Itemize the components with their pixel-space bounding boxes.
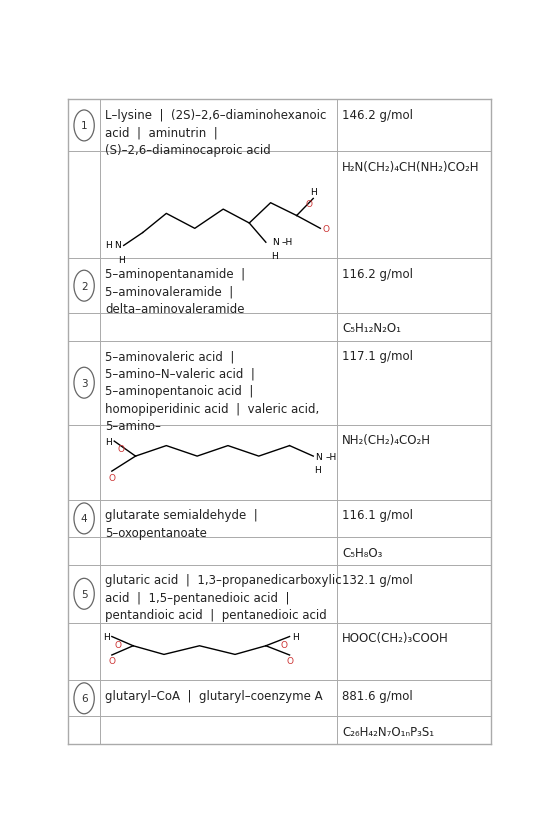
Text: 6: 6 — [81, 694, 87, 703]
Text: H: H — [103, 632, 109, 641]
Text: O: O — [280, 640, 287, 650]
Text: H: H — [105, 241, 112, 250]
Text: 5–aminovaleric acid  |
5–amino–N–valeric acid  |
5–aminopentanoic acid  |
homopi: 5–aminovaleric acid | 5–amino–N–valeric … — [105, 349, 319, 433]
Text: C₂₆H₄₂N₇O₁ₙP₃S₁: C₂₆H₄₂N₇O₁ₙP₃S₁ — [342, 725, 434, 737]
Text: 2: 2 — [81, 282, 87, 291]
Text: 5: 5 — [81, 589, 87, 599]
Text: O: O — [108, 473, 115, 482]
Text: 5–aminopentanamide  |
5–aminovaleramide  |
delta–aminovaleramide: 5–aminopentanamide | 5–aminovaleramide |… — [105, 268, 245, 315]
Text: 117.1 g/mol: 117.1 g/mol — [342, 349, 413, 363]
Text: O: O — [118, 445, 124, 454]
Text: HOOC(CH₂)₃COOH: HOOC(CH₂)₃COOH — [342, 631, 449, 645]
Text: N: N — [272, 237, 278, 247]
Text: –H: –H — [325, 452, 336, 461]
Text: 146.2 g/mol: 146.2 g/mol — [342, 109, 413, 122]
Text: H: H — [292, 632, 299, 641]
Text: N: N — [115, 241, 121, 250]
Text: H: H — [271, 252, 277, 261]
Text: 132.1 g/mol: 132.1 g/mol — [342, 573, 413, 587]
Text: O: O — [114, 640, 121, 650]
Text: 4: 4 — [81, 514, 87, 524]
Text: 3: 3 — [81, 378, 87, 388]
Text: 1: 1 — [81, 121, 87, 131]
Text: C₅H₈O₃: C₅H₈O₃ — [342, 546, 382, 559]
Text: 881.6 g/mol: 881.6 g/mol — [342, 689, 413, 702]
Text: N: N — [316, 452, 322, 461]
Text: O: O — [286, 656, 293, 665]
Text: NH₂(CH₂)₄CO₂H: NH₂(CH₂)₄CO₂H — [342, 433, 431, 446]
Text: L–lysine  |  (2S)–2,6–diaminohexanoic
acid  |  aminutrin  |
(S)–2,6–diaminocapro: L–lysine | (2S)–2,6–diaminohexanoic acid… — [105, 109, 327, 156]
Text: 116.1 g/mol: 116.1 g/mol — [342, 508, 413, 522]
Text: H: H — [310, 187, 317, 196]
Text: –H: –H — [281, 237, 293, 247]
Text: O: O — [305, 201, 312, 209]
Text: 116.2 g/mol: 116.2 g/mol — [342, 268, 413, 280]
Text: H: H — [118, 256, 124, 265]
Text: C₅H₁₂N₂O₁: C₅H₁₂N₂O₁ — [342, 322, 401, 335]
Text: O: O — [108, 656, 115, 665]
Text: H: H — [314, 466, 322, 475]
Text: glutaryl–CoA  |  glutaryl–coenzyme A: glutaryl–CoA | glutaryl–coenzyme A — [105, 689, 323, 702]
Text: glutarate semialdehyde  |
5–oxopentanoate: glutarate semialdehyde | 5–oxopentanoate — [105, 508, 258, 539]
Text: glutaric acid  |  1,3–propanedicarboxylic
acid  |  1,5–pentanedioic acid  |
pent: glutaric acid | 1,3–propanedicarboxylic … — [105, 573, 342, 621]
Text: H₂N(CH₂)₄CH(NH₂)CO₂H: H₂N(CH₂)₄CH(NH₂)CO₂H — [342, 161, 479, 174]
Text: H: H — [105, 437, 112, 446]
Text: O: O — [323, 225, 330, 233]
